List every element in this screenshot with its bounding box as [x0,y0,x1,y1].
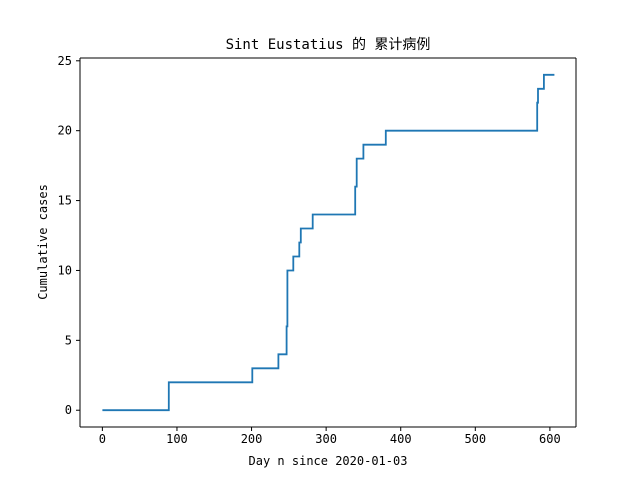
x-tick-label: 100 [166,432,188,446]
y-tick-label: 20 [58,124,72,138]
plot-frame [79,57,577,428]
y-tick-label: 10 [58,263,72,277]
x-tick-label: 400 [390,432,412,446]
y-tick-label: 15 [58,194,72,208]
chart-title: Sint Eustatius 的 累计病例 [226,37,431,53]
y-axis-ticks: 0 5 10 15 20 25 [58,54,80,417]
x-tick-label: 600 [539,432,561,446]
x-tick-label: 300 [315,432,337,446]
x-tick-label: 200 [241,432,263,446]
plot-area [80,58,576,427]
y-tick-label: 5 [65,333,72,347]
x-tick-label: 0 [99,432,106,446]
x-axis-label: Day n since 2020-01-03 [249,454,408,468]
series-line [102,73,555,412]
series-layer [102,73,555,412]
x-axis-ticks: 0 100 200 300 400 500 600 [99,427,561,446]
y-axis-label: Cumulative cases [36,184,50,300]
y-tick-label: 25 [58,54,72,68]
x-tick-label: 500 [464,432,486,446]
y-tick-label: 0 [65,403,72,417]
